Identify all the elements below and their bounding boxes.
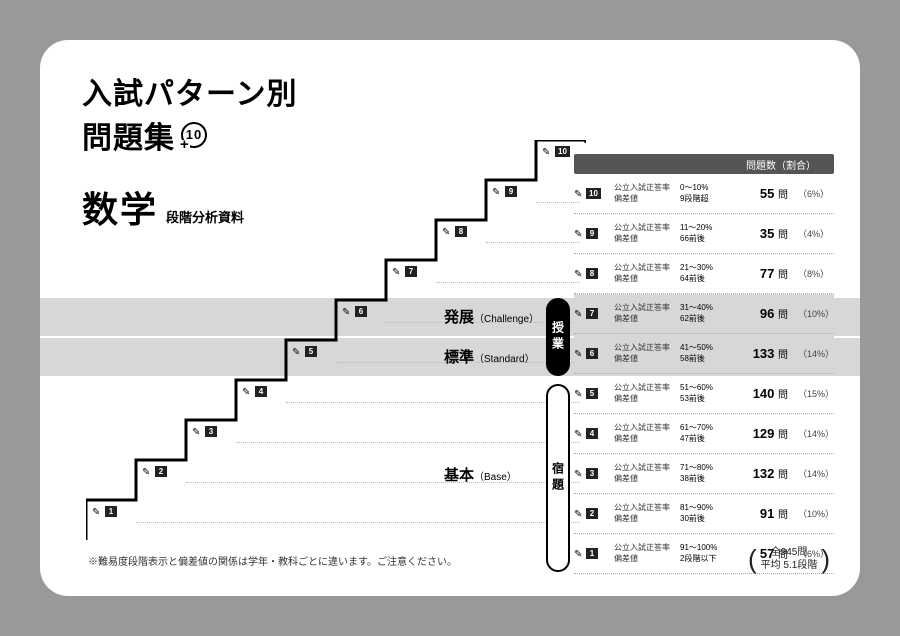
range: 81～90%30前後 [680, 503, 734, 524]
meta: 公立入試正答率偏差値 [614, 423, 674, 444]
guide-line [486, 242, 580, 243]
range: 71～80%38前後 [680, 463, 734, 484]
meta: 公立入試正答率偏差値 [614, 263, 674, 284]
pen-icon [392, 267, 402, 277]
pill-class: 授業 [546, 298, 570, 376]
range: 0～10%9段階超 [680, 183, 734, 204]
guide-line [236, 442, 580, 443]
count: 132 問 [740, 466, 792, 481]
table-row: 9公立入試正答率偏差値11～20%66前後35 問（4%） [574, 214, 834, 254]
pen-icon [574, 429, 584, 439]
table-header: 問題数（割合） [574, 154, 834, 174]
label-base: 基本（Base） [444, 464, 517, 485]
count: 96 問 [740, 306, 792, 321]
table-row: 3公立入試正答率偏差値71～80%38前後132 問（14%） [574, 454, 834, 494]
stair-step-6: 6 [342, 306, 367, 317]
table-row: 2公立入試正答率偏差値81～90%30前後91 問（10%） [574, 494, 834, 534]
range: 41～50%58前後 [680, 343, 734, 364]
table-row: 6公立入試正答率偏差値41～50%58前後133 問（14%） [574, 334, 834, 374]
pen-icon [574, 309, 584, 319]
stair-step-1: 1 [92, 506, 117, 517]
stair-step-8: 8 [442, 226, 467, 237]
pen-icon [574, 389, 584, 399]
stair-step-10: 10 [542, 146, 570, 157]
range: 91～100%2段階以下 [680, 543, 734, 564]
pct: （14%） [798, 427, 834, 440]
table-row: 8公立入試正答率偏差値21～30%64前後77 問（8%） [574, 254, 834, 294]
table-row: 10公立入試正答率偏差値0～10%9段階超55 問（6%） [574, 174, 834, 214]
guide-line [286, 402, 580, 403]
meta: 公立入試正答率偏差値 [614, 303, 674, 324]
meta: 公立入試正答率偏差値 [614, 383, 674, 404]
pen-icon [574, 349, 584, 359]
count: 77 問 [740, 266, 792, 281]
pen-icon [574, 269, 584, 279]
pen-icon [92, 507, 102, 517]
guide-line [436, 282, 580, 283]
pen-icon [242, 387, 252, 397]
meta: 公立入試正答率偏差値 [614, 223, 674, 244]
pen-icon [142, 467, 152, 477]
pen-icon [574, 469, 584, 479]
stair-step-7: 7 [392, 266, 417, 277]
pen-icon [574, 229, 584, 239]
pen-icon [292, 347, 302, 357]
count: 55 問 [740, 186, 792, 201]
pill-homework: 宿題 [546, 384, 570, 572]
pct: （10%） [798, 307, 834, 320]
pen-icon [492, 187, 502, 197]
range: 61～70%47前後 [680, 423, 734, 444]
stair-step-9: 9 [492, 186, 517, 197]
guide-line [136, 522, 580, 523]
label-challenge: 発展（Challenge） [444, 306, 539, 327]
pct: （4%） [798, 227, 834, 240]
pen-icon [192, 427, 202, 437]
pct: （14%） [798, 347, 834, 360]
label-standard: 標準（Standard） [444, 346, 535, 367]
table-row: 5公立入試正答率偏差値51～60%53前後140 問（15%） [574, 374, 834, 414]
stair-step-2: 2 [142, 466, 167, 477]
stair-step-4: 4 [242, 386, 267, 397]
count: 35 問 [740, 226, 792, 241]
meta: 公立入試正答率偏差値 [614, 503, 674, 524]
pct: （14%） [798, 467, 834, 480]
title-line1: 入試パターン別 [82, 78, 298, 113]
range: 11～20%66前後 [680, 223, 734, 244]
table-row: 7公立入試正答率偏差値31～40%62前後96 問（10%） [574, 294, 834, 334]
pen-icon [542, 147, 552, 157]
count: 140 問 [740, 386, 792, 401]
count: 133 問 [740, 346, 792, 361]
data-table: 問題数（割合） 10公立入試正答率偏差値0～10%9段階超55 問（6%）9公立… [574, 154, 834, 574]
meta: 公立入試正答率偏差値 [614, 543, 674, 564]
page: 入試パターン別 問題集 10 数学 段階分析資料 12345678910 発展（… [40, 40, 860, 596]
meta: 公立入試正答率偏差値 [614, 343, 674, 364]
range: 31～40%62前後 [680, 303, 734, 324]
pct: （8%） [798, 267, 834, 280]
pen-icon [342, 307, 352, 317]
stair-step-5: 5 [292, 346, 317, 357]
pct: （15%） [798, 387, 834, 400]
footer-note: ※難易度段階表示と偏差値の関係は学年・教科ごとに違います。ご注意ください。 [88, 553, 457, 568]
meta: 公立入試正答率偏差値 [614, 463, 674, 484]
range: 51～60%53前後 [680, 383, 734, 404]
pct: （10%） [798, 507, 834, 520]
pen-icon [442, 227, 452, 237]
pct: （6%） [798, 187, 834, 200]
totals: ( 全945問平均 5.1段階 ) [748, 546, 830, 572]
table-row: 4公立入試正答率偏差値61～70%47前後129 問（14%） [574, 414, 834, 454]
count: 129 問 [740, 426, 792, 441]
guide-line [186, 482, 580, 483]
count: 91 問 [740, 506, 792, 521]
pen-icon [574, 549, 584, 559]
pen-icon [574, 189, 584, 199]
range: 21～30%64前後 [680, 263, 734, 284]
pen-icon [574, 509, 584, 519]
meta: 公立入試正答率偏差値 [614, 183, 674, 204]
stair-step-3: 3 [192, 426, 217, 437]
